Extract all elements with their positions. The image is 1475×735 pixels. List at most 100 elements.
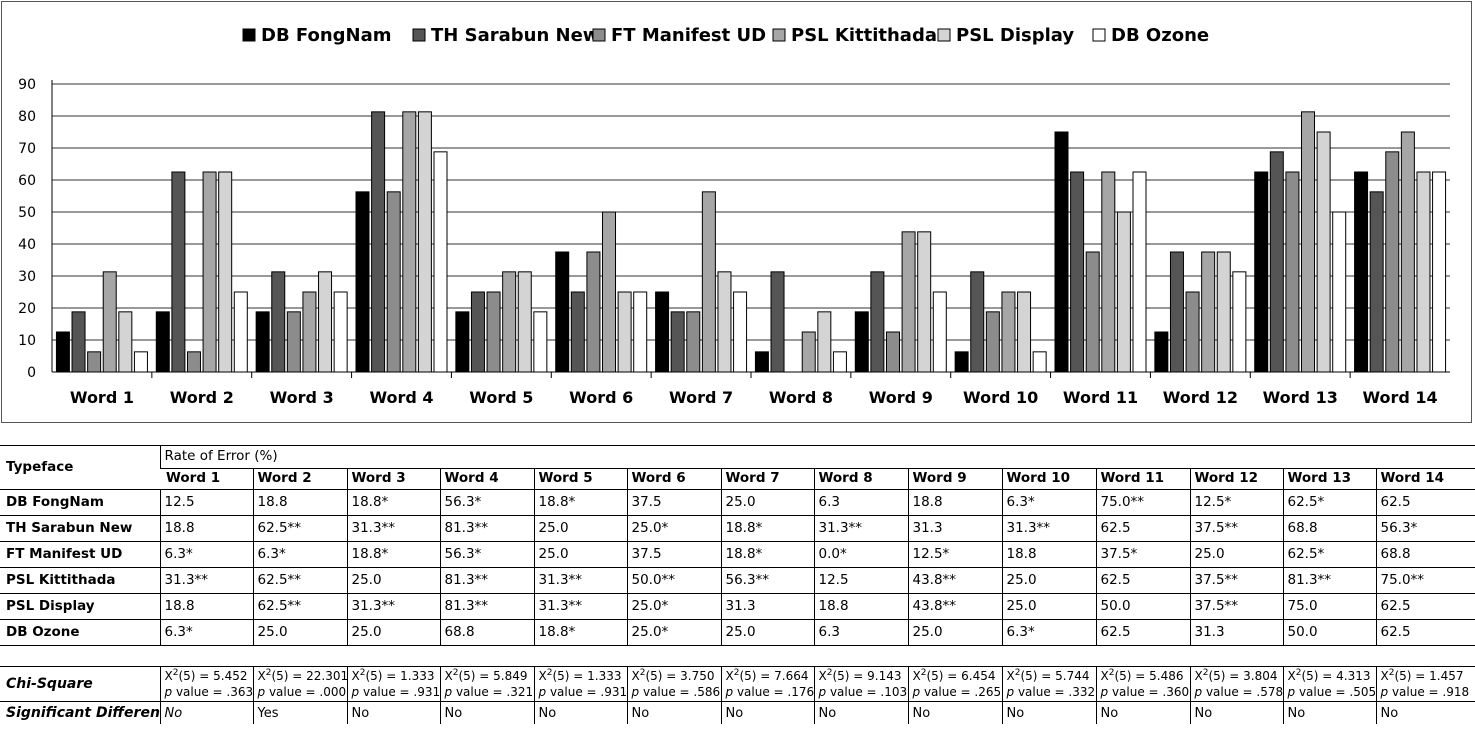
table-cell: 6.3* [159,541,253,568]
table-cell: 81.3** [439,515,534,542]
bar [402,111,417,373]
p-letter: p [538,684,547,699]
table-cell: 68.8 [1282,515,1376,542]
p-letter: p [257,684,266,699]
p-value: value = .918 [1388,684,1470,699]
table-row: DB Ozone 6.3* 25.0 25.0 68.8 18.8* 25.0* 25.0 6.… [0,619,1475,646]
table-cell: 37.5 [626,541,721,568]
y-tick-label: 40 [18,237,36,253]
table-cell: 62.5 [1095,619,1190,646]
table-cell: 6.3* [159,619,253,646]
table-cell: 25.0 [533,515,627,542]
chi-square-cell: X2(5) = 1.457 p value = .918 [1375,666,1475,702]
chi-statistic: (5) = 9.143 [832,668,902,683]
table-cell: 18.8* [720,515,814,542]
table-cell: 75.0** [1375,567,1475,594]
column-header: Word 10 [1001,468,1096,490]
table-cell: 25.0 [346,619,440,646]
legend-swatch [592,28,606,42]
table-cell: 43.8** [907,567,1002,594]
table-cell: 6.3 [813,489,908,516]
p-letter: p [351,684,360,699]
legend-swatch [242,28,256,42]
table-cell: 37.5 [626,489,721,516]
bar [1017,291,1032,373]
bar [602,211,617,373]
legend-label: FT Manifest UD [611,25,766,46]
p-value: value = .321 [452,684,534,699]
bar [55,331,70,373]
p-value: value = .176 [733,684,814,699]
table-cell: 37.5** [1189,515,1283,542]
bar [1101,171,1116,373]
column-header: Word 8 [813,468,908,490]
bar [318,271,333,373]
p-letter: p [164,684,173,699]
bar [801,331,816,373]
significance-cell: No [1189,701,1283,724]
x-category-label: Word 7 [669,388,733,407]
table-cell: 62.5* [1282,541,1376,568]
chi-superscript: 2 [639,667,646,678]
legend-swatch [412,28,426,42]
bar [1054,131,1069,373]
chi-square-cell: X2(5) = 3.804 p value = .578 [1189,666,1283,702]
table-row: TH Sarabun New 18.8 62.5** 31.3** 81.3** 25.0… [0,515,1475,542]
table-cell: 31.3 [1189,619,1283,646]
row-label: DB FongNam [0,489,160,516]
column-header: Word 12 [1189,468,1283,490]
chi-square-cell: X2(5) = 7.664 p value = .176 [720,666,814,702]
bar [617,291,632,373]
table-cell: 18.8* [533,619,627,646]
chi-square-cell: X2(5) = 1.333 p value = .931 [533,666,627,702]
table-cell: 31.3** [346,515,440,542]
y-tick-label: 10 [18,333,36,349]
table-cell: 56.3* [439,541,534,568]
y-tick-label: 0 [27,365,36,381]
bar [885,331,900,373]
bar [917,231,932,373]
bar [754,351,769,373]
p-letter: p [1100,684,1109,699]
legend-swatch [772,28,786,42]
table-cell: 31.3** [533,567,627,594]
p-value: value = .586 [639,684,721,699]
chi-symbol: X [631,668,640,683]
chi-symbol: X [538,668,547,683]
bar [533,311,548,373]
bar [271,271,286,373]
table-cell: 56.3** [720,567,814,594]
p-letter: p [1380,684,1389,699]
significance-cell: No [159,701,253,724]
p-value: value = .931 [546,684,627,699]
bar [1132,171,1147,373]
table-cell: 6.3* [1001,619,1096,646]
chi-symbol: X [1194,668,1203,683]
chi-square-cell: X2(5) = 1.333 p value = .931 [346,666,440,702]
bar [171,171,186,373]
table-cell: 31.3** [533,593,627,620]
bar [1169,251,1184,373]
bar [570,291,585,373]
bar [1232,271,1247,373]
chi-square-cell: X2(5) = 5.452 p value = .363 [159,666,253,702]
legend-label: TH Sarabun New [431,25,599,46]
table-cell: 31.3** [813,515,908,542]
bar [355,191,370,373]
bar [455,311,470,373]
table-cell: 25.0 [252,619,347,646]
bar [1085,251,1100,373]
p-letter: p [444,684,453,699]
bar [302,291,317,373]
legend-label: DB FongNam [261,25,392,46]
chi-superscript: 2 [826,667,833,678]
table-cell: 6.3* [252,541,347,568]
table-cell: 18.8* [720,541,814,568]
chi-symbol: X [351,668,360,683]
chi-square-cell: X2(5) = 22.301 p value = .000 [252,666,347,702]
table-cell: 37.5* [1095,541,1190,568]
bar [286,311,301,373]
bar [233,291,248,373]
bar [854,311,869,373]
table-cell: 62.5 [1375,593,1475,620]
